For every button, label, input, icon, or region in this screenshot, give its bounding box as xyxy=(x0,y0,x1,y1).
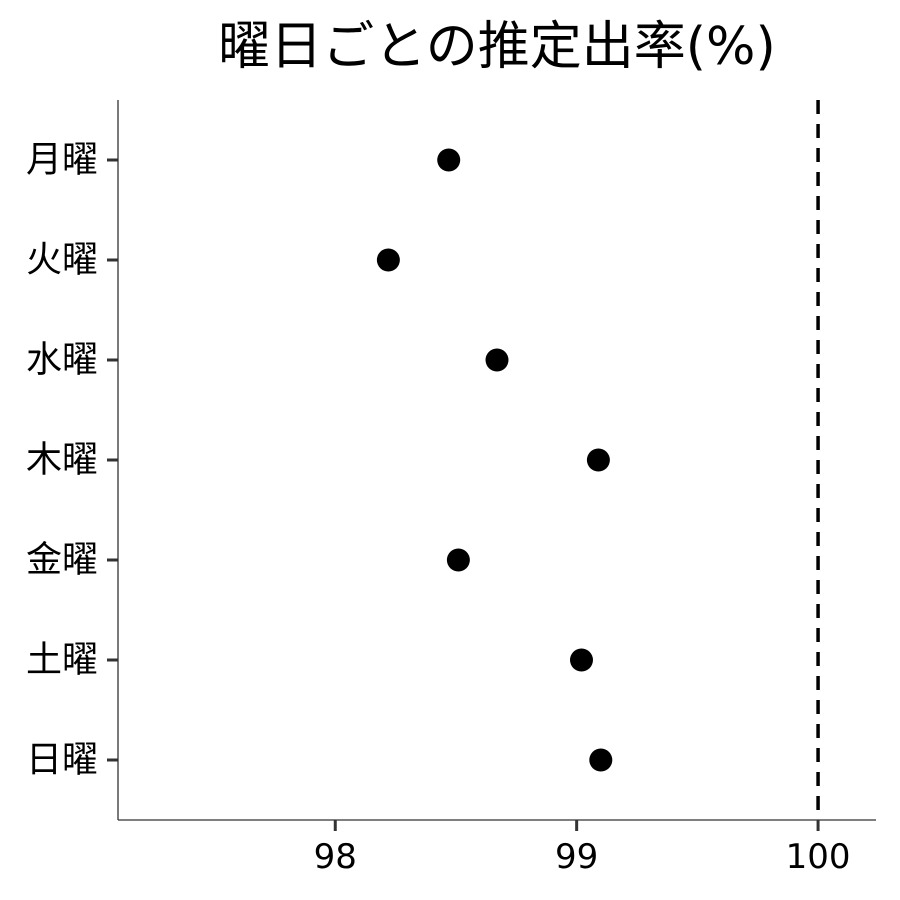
data-point xyxy=(376,248,400,272)
y-tick-label: 土曜 xyxy=(26,640,98,681)
y-tick-label: 日曜 xyxy=(26,740,98,781)
y-tick-label: 火曜 xyxy=(26,240,98,281)
chart-title: 曜日ごとの推定出率(%) xyxy=(218,17,775,77)
data-point xyxy=(586,448,610,472)
y-tick-label: 木曜 xyxy=(26,440,98,481)
y-tick-label: 金曜 xyxy=(26,540,98,581)
y-tick-label: 水曜 xyxy=(26,340,98,381)
y-tick-label: 月曜 xyxy=(26,140,98,181)
data-point xyxy=(569,648,593,672)
x-tick-label: 100 xyxy=(786,837,851,877)
x-tick-label: 99 xyxy=(555,837,598,877)
data-point xyxy=(446,548,470,572)
data-point xyxy=(437,148,461,172)
data-point xyxy=(589,748,613,772)
data-points xyxy=(376,148,613,772)
x-tick-label: 98 xyxy=(314,837,357,877)
data-point xyxy=(485,348,509,372)
